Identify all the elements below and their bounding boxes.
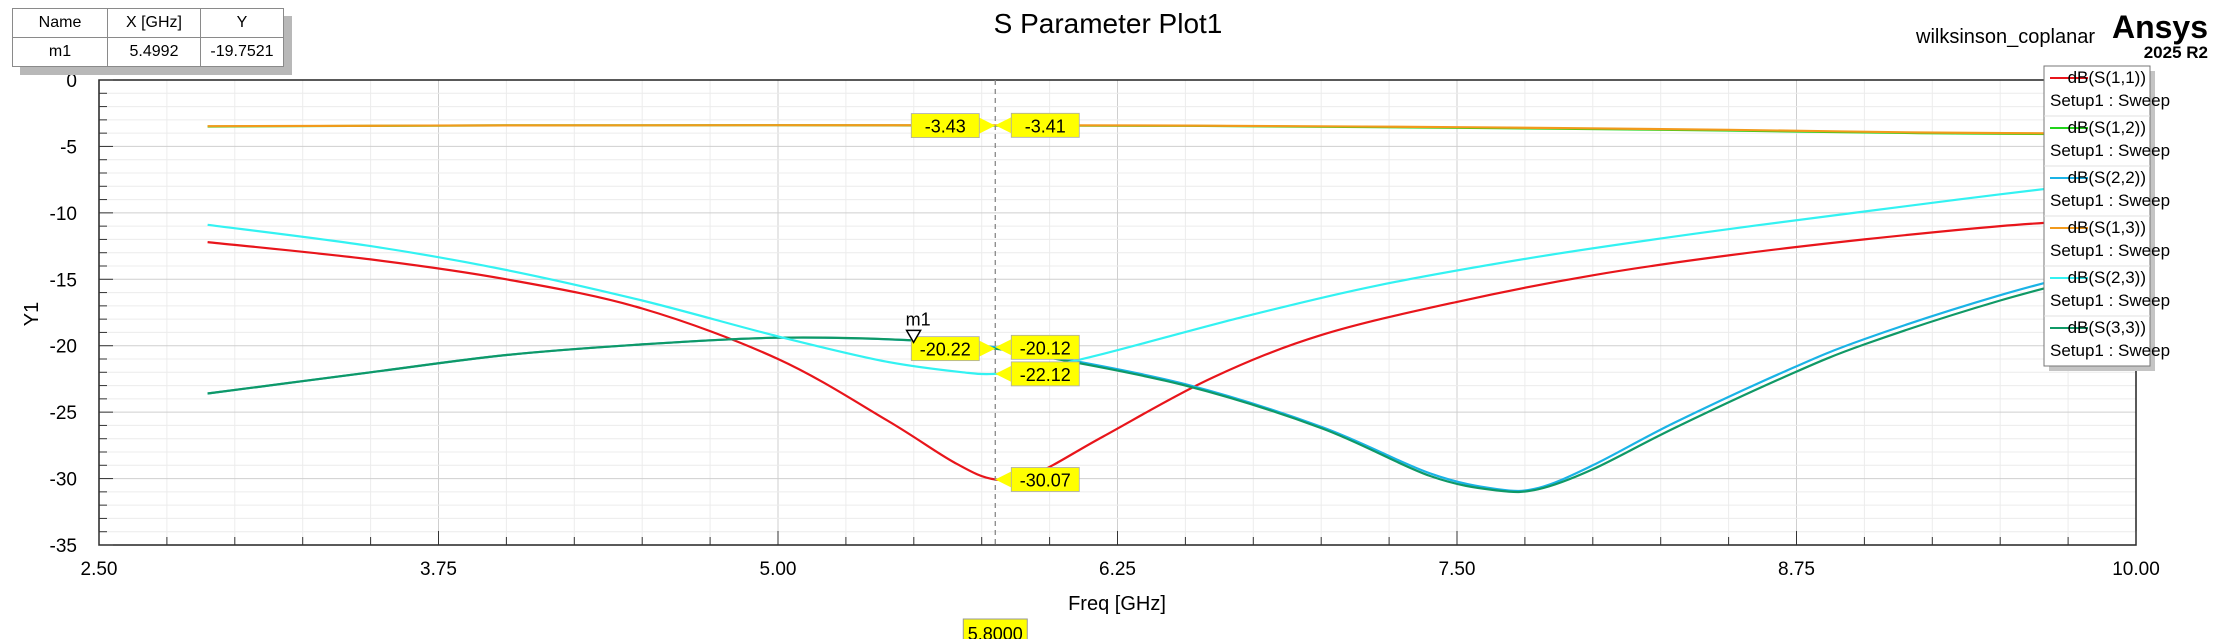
- legend-setup-label: Setup1 : Sweep: [2050, 91, 2170, 110]
- series-lines: [207, 124, 2137, 494]
- project-name: wilksinson_coplanar: [1915, 26, 2095, 48]
- callout-value: -30.07: [1020, 471, 1071, 491]
- header-y: Y: [200, 8, 284, 38]
- marker-y-cell: -19.7521: [200, 37, 284, 67]
- marker-table-header: Name X [GHz] Y: [12, 8, 284, 38]
- x-tick-label: 2.50: [81, 559, 118, 580]
- legend-setup-label: Setup1 : Sweep: [2050, 291, 2170, 310]
- brand-logo: Ansys: [2112, 9, 2208, 45]
- callout-box: [910, 113, 980, 138]
- series-line-22: [207, 258, 2137, 493]
- x-tick-label: 3.75: [420, 559, 457, 580]
- value-callouts: -3.43 -3.41 -20.22 -20.12 -22.12 -30.07: [910, 112, 1080, 492]
- legend-setup-label: Setup1 : Sweep: [2050, 341, 2170, 360]
- y-tick-label: -10: [50, 204, 77, 225]
- series-line-11: [207, 215, 2137, 482]
- header-x: X [GHz]: [107, 8, 201, 38]
- version-label: 2025 R2: [2144, 43, 2208, 62]
- y-tick-label: -20: [50, 337, 77, 358]
- y-tick-label: -15: [50, 270, 77, 291]
- legend[interactable]: dB(S(1,1)) Setup1 : Sweep dB(S(1,2)) Setup1…: [2043, 65, 2170, 371]
- callout-box: [1010, 361, 1080, 387]
- plot-grid: [99, 80, 2136, 545]
- marker-label: m1: [906, 309, 931, 329]
- y-tick-label: -5: [60, 137, 77, 158]
- callout-value: -20.22: [920, 340, 971, 360]
- y-axis-label: Y1: [21, 302, 43, 326]
- cursor-label: 5.8000: [968, 624, 1023, 639]
- marker-name-cell: m1: [12, 37, 108, 67]
- y-tick-label: -25: [50, 403, 77, 424]
- callout-pointer: [995, 471, 1012, 488]
- cursor-label-box: [962, 618, 1028, 639]
- marker-table[interactable]: Name X [GHz] Y m1 5.4992 -19.7521: [12, 8, 284, 67]
- x-tick-label: 10.00: [2112, 559, 2160, 580]
- callout-pointer: [979, 340, 996, 357]
- y-tick-label: -35: [50, 536, 77, 557]
- legend-setup-label: Setup1 : Sweep: [2050, 241, 2170, 260]
- legend-series-name: dB(S(1,1)): [2068, 68, 2146, 87]
- marker-table-row[interactable]: m1 5.4992 -19.7521: [12, 37, 284, 67]
- series-line-13: [207, 124, 2137, 135]
- x-axis-label: Freq [GHz]: [1068, 593, 1166, 615]
- cursor-line[interactable]: 5.8000: [962, 80, 1028, 639]
- legend-series-name: dB(S(3,3)): [2068, 318, 2146, 337]
- marker-triangle-icon[interactable]: [905, 329, 922, 344]
- callout-pointer: [995, 117, 1012, 134]
- callout-box: [1010, 112, 1080, 138]
- legend-series-name: dB(S(1,2)): [2068, 118, 2146, 137]
- callout-box: [910, 336, 980, 362]
- x-tick-label: 8.75: [1778, 559, 1815, 580]
- axis-ticks: 2.50 3.75 5.00 6.25 7.50 8.75 10.00 0 -5 -10 -15 -2…: [50, 71, 2160, 580]
- callout-value: -20.12: [1020, 338, 1071, 358]
- legend-series-name: dB(S(1,3)): [2068, 218, 2146, 237]
- chart-title: S Parameter Plot1: [994, 8, 1223, 39]
- x-tick-label: 5.00: [760, 559, 797, 580]
- legend-setup-label: Setup1 : Sweep: [2050, 141, 2170, 160]
- callout-pointer: [995, 365, 1012, 382]
- marker-x-cell: 5.4992: [107, 37, 201, 67]
- legend-series-name: dB(S(2,2)): [2068, 168, 2146, 187]
- callout-box: [1010, 334, 1080, 360]
- callout-pointer: [979, 117, 996, 134]
- legend-series-name: dB(S(2,3)): [2068, 268, 2146, 287]
- callout-pointer: [995, 339, 1012, 356]
- header-name: Name: [12, 8, 108, 38]
- x-tick-label: 6.25: [1099, 559, 1136, 580]
- callout-value: -3.41: [1025, 116, 1066, 136]
- y-tick-label: 0: [66, 71, 77, 92]
- legend-setup-label: Setup1 : Sweep: [2050, 191, 2170, 210]
- y-tick-label: -30: [50, 470, 77, 491]
- series-line-33: [207, 263, 2137, 494]
- callout-value: -3.43: [925, 117, 966, 137]
- marker-m1[interactable]: m1: [905, 309, 931, 344]
- callout-box: [1010, 467, 1080, 492]
- callout-value: -22.12: [1020, 365, 1071, 385]
- x-tick-label: 7.50: [1439, 559, 1476, 580]
